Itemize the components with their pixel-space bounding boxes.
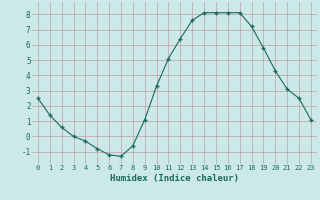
X-axis label: Humidex (Indice chaleur): Humidex (Indice chaleur) (110, 174, 239, 183)
